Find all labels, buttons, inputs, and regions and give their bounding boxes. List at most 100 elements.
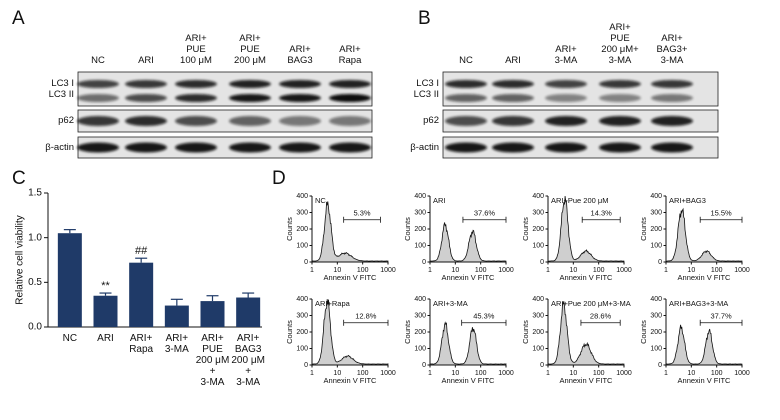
lane-label: NC: [91, 55, 105, 66]
y-tick-label: 200: [532, 329, 544, 336]
blot-band: [545, 80, 587, 88]
x-tick-label: 100: [475, 267, 487, 274]
blot-strip: [77, 136, 373, 159]
plot-label: ARI+BAG3+3-MA: [669, 299, 728, 308]
lane-label: ARI+ Rapa: [338, 44, 362, 66]
blot-band: [492, 94, 534, 102]
x-axis-title: Annexin V FITC: [442, 273, 496, 282]
y-axis-title: Counts: [639, 217, 648, 241]
gate-percent: 28.6%: [590, 312, 612, 321]
histogram-curve: [665, 207, 743, 263]
histogram-curve: [429, 222, 507, 263]
bar: [93, 295, 118, 327]
plot-label: ARI+BAG3: [669, 196, 706, 205]
blot-band: [229, 94, 271, 102]
x-tick-label: 100: [593, 370, 605, 377]
bar: [57, 233, 82, 327]
significance-mark: ##: [135, 245, 148, 257]
row-label: p62: [423, 115, 439, 126]
blot-band: [545, 142, 587, 153]
blot-band: [229, 80, 271, 88]
bar: [164, 305, 189, 327]
lane-label: ARI+ PUE 100 μM: [180, 33, 212, 66]
blot-band: [492, 116, 534, 126]
blot-band: [651, 80, 693, 88]
x-tick-label: 100: [357, 267, 369, 274]
blot-band: [77, 94, 119, 102]
x-axis-title: Annexin V FITC: [560, 376, 614, 385]
blot-band: [77, 142, 119, 153]
blot-band: [125, 142, 167, 153]
bar: [236, 297, 261, 327]
y-tick-label: 300: [532, 209, 544, 216]
y-tick-label: 100: [296, 242, 308, 249]
y-tick-label: 200: [414, 329, 426, 336]
x-tick-label: 10: [569, 267, 577, 274]
y-tick-label: 0: [540, 362, 544, 369]
x-tick-label: ARI+ 3-MA: [164, 333, 189, 355]
row-label: β-actin: [45, 141, 74, 153]
x-axis-title: Annexin V FITC: [678, 376, 732, 385]
x-tick-label: 1000: [380, 267, 396, 274]
significance-mark: **: [101, 280, 110, 292]
x-tick-label: 10: [569, 370, 577, 377]
x-axis-title: Annexin V FITC: [678, 273, 732, 282]
lane-label: ARI+ PUE 200 μM+ 3-MA: [601, 22, 639, 66]
blot-band: [445, 80, 487, 88]
x-tick-label: 10: [687, 370, 695, 377]
blot-band: [77, 80, 119, 88]
y-tick-label: 400: [532, 296, 544, 303]
blot-band: [545, 94, 587, 102]
y-axis-title: Counts: [403, 217, 412, 241]
blot-band: [599, 142, 641, 153]
y-tick-label: 400: [650, 296, 662, 303]
blot-strip: [77, 71, 373, 107]
plot-label: ARI+Rapa: [315, 299, 351, 308]
y-tick-label: 200: [650, 329, 662, 336]
x-axis-title: Annexin V FITC: [560, 273, 614, 282]
y-tick-label: 0: [304, 259, 308, 266]
blot-band: [279, 94, 321, 102]
x-axis-title: Annexin V FITC: [442, 376, 496, 385]
y-axis-title: Counts: [403, 320, 412, 344]
lane-label: ARI+ PUE 200 μM: [234, 33, 266, 66]
x-tick-label: 1: [664, 370, 668, 377]
x-tick-label: 10: [333, 267, 341, 274]
y-axis-title: Counts: [639, 320, 648, 344]
histogram-curve: [665, 324, 743, 366]
x-tick-label: ARI+ BAG3 200 μM + 3-MA: [231, 333, 265, 388]
blot-band: [445, 142, 487, 153]
plot-label: ARI+Pue 200 μM+3-MA: [551, 299, 631, 308]
y-tick-label: 0: [540, 259, 544, 266]
bar: [200, 301, 225, 327]
blot-band: [329, 116, 371, 126]
blot-band: [492, 80, 534, 88]
y-tick-label: 0.5: [28, 277, 42, 288]
y-tick-label: 300: [650, 312, 662, 319]
x-tick-label: 10: [333, 370, 341, 377]
gate-percent: 45.3%: [473, 312, 495, 321]
x-tick-label: 100: [357, 370, 369, 377]
blot-band: [279, 116, 321, 126]
y-axis-title: Relative cell viability: [15, 215, 26, 304]
y-tick-label: 200: [650, 226, 662, 233]
x-tick-label: 1000: [498, 267, 514, 274]
y-tick-label: 300: [414, 209, 426, 216]
histogram-curve: [547, 195, 625, 263]
x-tick-label: ARI+ PUE 200 μM + 3-MA: [195, 333, 230, 388]
y-tick-label: 100: [296, 345, 308, 352]
panel-letter: D: [272, 168, 286, 189]
histogram-curve: [429, 321, 507, 366]
x-tick-label: 1: [546, 267, 550, 274]
gate-percent: 37.6%: [474, 209, 496, 218]
x-tick-label: 1000: [498, 370, 514, 377]
gate-percent: 37.7%: [710, 312, 732, 321]
row-label: p62: [58, 115, 74, 126]
blot-band: [279, 80, 321, 88]
y-tick-label: 100: [414, 242, 426, 249]
x-tick-label: ARI: [97, 333, 114, 344]
x-tick-label: 1: [664, 267, 668, 274]
y-tick-label: 300: [296, 312, 308, 319]
lane-label: ARI+ BAG3: [287, 44, 313, 66]
